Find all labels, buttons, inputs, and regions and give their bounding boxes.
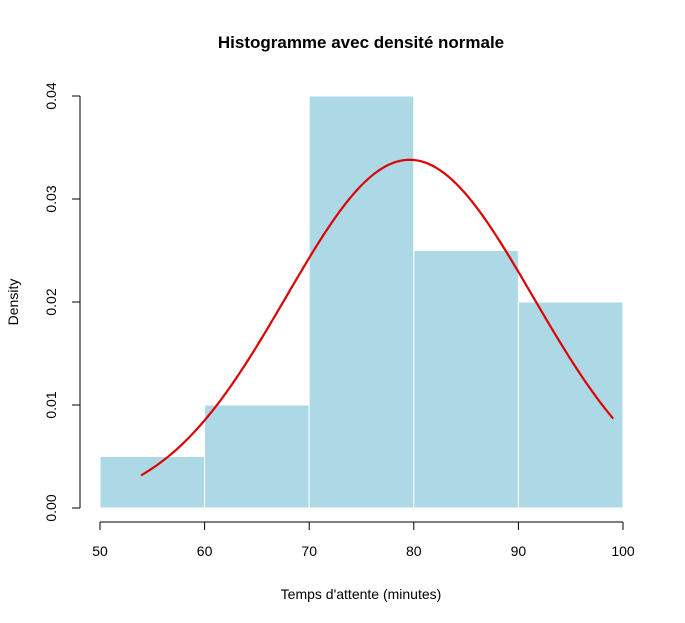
normal-density-curve: [140, 158, 614, 476]
y-tick-label: 0.04: [43, 82, 59, 109]
x-tick-label: 50: [92, 543, 108, 559]
x-tick-label: 60: [197, 543, 213, 559]
bars-group: [99, 95, 624, 509]
y-axis-label: Density: [5, 279, 21, 326]
x-axis: 50 60 70 80 90 100: [92, 521, 635, 559]
x-tick-label: 80: [406, 543, 422, 559]
histogram-bar-5: [517, 301, 624, 509]
x-tick-label: 70: [301, 543, 317, 559]
x-axis-label: Temps d'attente (minutes): [281, 586, 442, 602]
histogram-bar-3: [308, 95, 415, 509]
y-axis: 0.00 0.01 0.02 0.03 0.04: [43, 82, 81, 522]
histogram-bar-2: [204, 404, 310, 509]
y-tick-label: 0.01: [43, 391, 59, 418]
chart-title: Histogramme avec densité normale: [218, 33, 504, 52]
density-curve-group: [140, 158, 614, 476]
x-tick-label: 100: [611, 543, 635, 559]
histogram-bar-4: [413, 250, 519, 509]
histogram-bar-1: [99, 456, 206, 509]
y-tick-label: 0.02: [43, 288, 59, 315]
y-tick-label: 0.00: [43, 494, 59, 521]
x-tick-label: 90: [511, 543, 527, 559]
y-tick-label: 0.03: [43, 185, 59, 212]
